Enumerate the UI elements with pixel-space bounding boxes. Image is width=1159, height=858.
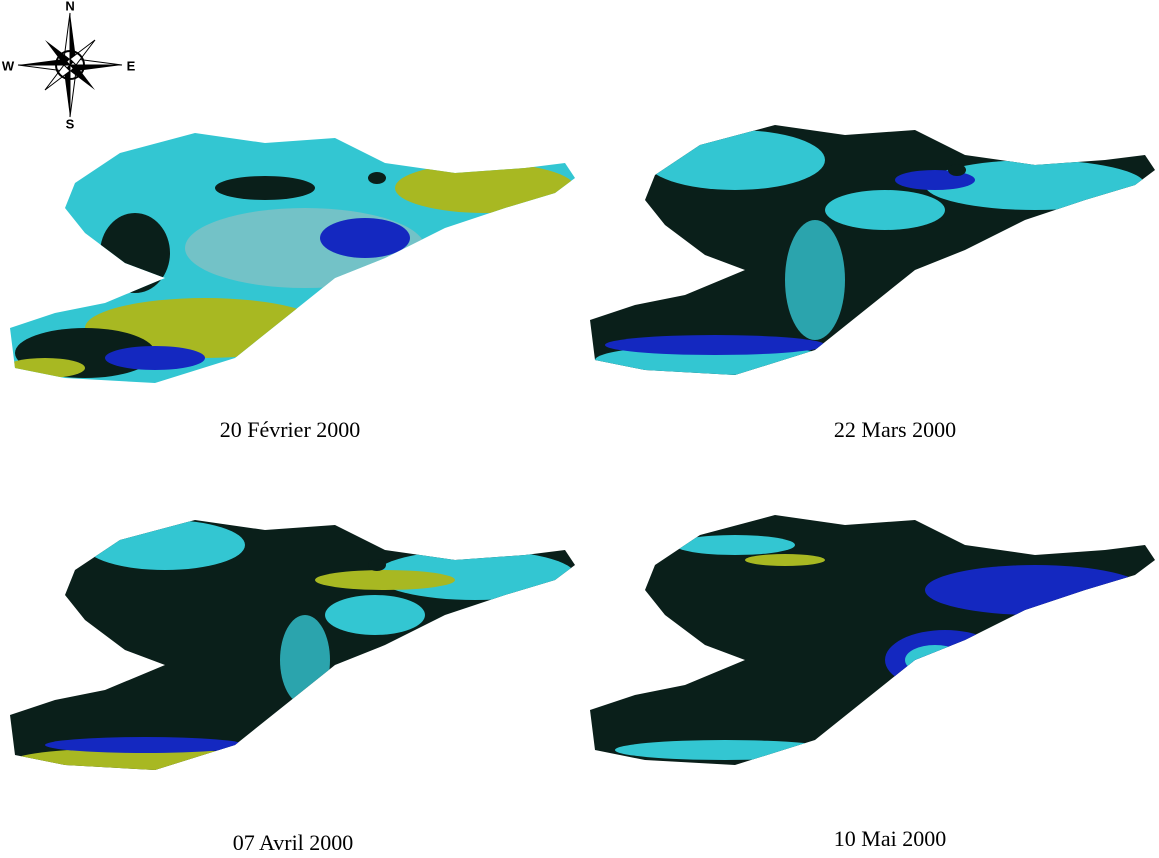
panel-caption: 22 Mars 2000 [834,417,956,442]
panel-caption: 10 Mai 2000 [834,826,946,851]
compass-east: E [127,58,136,73]
map-panel [590,515,1155,765]
compass-north: N [65,0,74,13]
compass: N S W E [2,0,136,131]
compass-west: W [2,58,15,73]
map-panel [10,520,575,770]
panel-caption: 20 Février 2000 [220,417,361,442]
map-panel [10,133,575,383]
map-panel [590,125,1155,375]
panel-caption: 07 Avril 2000 [233,830,354,855]
compass-south: S [66,116,75,131]
